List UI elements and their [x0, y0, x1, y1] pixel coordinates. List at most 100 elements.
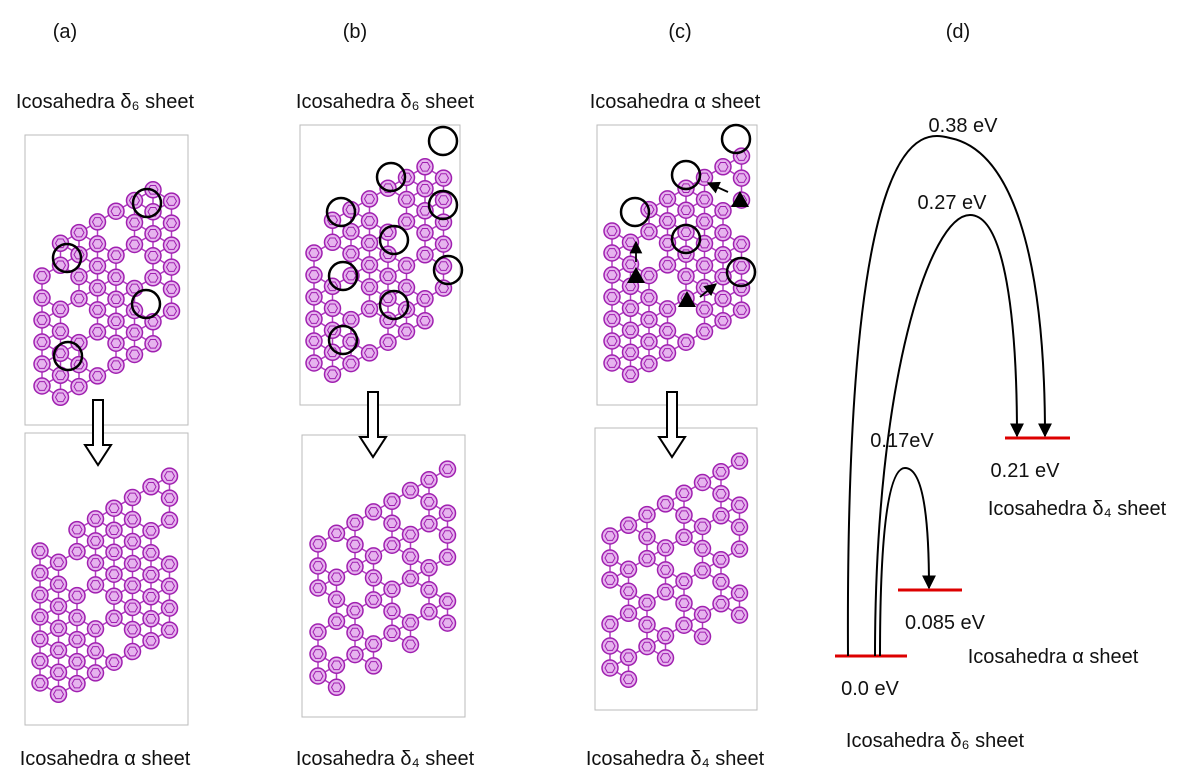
- panel-title: Icosahedra δ₆ sheet: [296, 91, 475, 113]
- panel-title: Icosahedra δ₆ sheet: [16, 91, 195, 113]
- icosahedron: [347, 647, 363, 663]
- icosahedron: [51, 664, 67, 680]
- icosahedron: [713, 508, 729, 524]
- icosahedron: [695, 519, 711, 535]
- icosahedron: [715, 291, 731, 307]
- icosahedron: [440, 615, 456, 631]
- icosahedron: [658, 540, 674, 556]
- icosahedron: [90, 368, 106, 384]
- icosahedron: [32, 609, 48, 625]
- icosahedron: [440, 549, 456, 565]
- icosahedron: [347, 515, 363, 531]
- icosahedron: [90, 280, 106, 296]
- icosahedron: [108, 335, 124, 351]
- icosahedron: [713, 596, 729, 612]
- icosahedron: [90, 236, 106, 252]
- icosahedron: [143, 545, 159, 561]
- icosahedron: [90, 214, 106, 230]
- icosahedron: [71, 379, 87, 395]
- icosahedron: [399, 192, 415, 208]
- icosahedron: [127, 347, 143, 363]
- icosahedron: [639, 595, 655, 611]
- icosahedron: [732, 607, 748, 623]
- icosahedron: [436, 236, 452, 252]
- icosahedron: [440, 593, 456, 609]
- icosahedron: [384, 537, 400, 553]
- icosahedron: [347, 625, 363, 641]
- icosahedron: [125, 600, 141, 616]
- panel-box: [595, 428, 757, 710]
- icosahedron: [641, 334, 657, 350]
- barrier-label: 0.27 eV: [918, 192, 988, 214]
- icosahedron: [621, 583, 637, 599]
- icosahedron: [143, 589, 159, 605]
- icosahedron: [145, 248, 161, 264]
- icosahedron: [660, 345, 676, 361]
- icosahedron: [417, 225, 433, 241]
- icosahedron: [125, 534, 141, 550]
- icosahedron: [399, 258, 415, 274]
- icosahedron: [108, 203, 124, 219]
- icosahedron: [621, 605, 637, 621]
- icosahedron: [417, 313, 433, 329]
- icosahedron: [403, 615, 419, 631]
- icosahedron: [125, 644, 141, 660]
- icosahedron: [325, 300, 341, 316]
- icosahedron: [329, 569, 345, 585]
- icosahedron: [604, 333, 620, 349]
- icosahedron: [329, 679, 345, 695]
- icosahedron: [604, 245, 620, 261]
- icosahedron: [417, 159, 433, 175]
- level-name: Icosahedra δ₆ sheet: [846, 730, 1025, 752]
- icosahedron: [384, 493, 400, 509]
- icosahedron: [362, 235, 378, 251]
- icosahedron: [164, 237, 180, 253]
- icosahedron: [88, 665, 104, 681]
- icosahedron: [623, 322, 639, 338]
- icosahedron: [403, 527, 419, 543]
- icosahedron: [53, 301, 69, 317]
- icosahedron: [734, 236, 750, 252]
- icosahedron: [164, 303, 180, 319]
- icosahedron: [310, 624, 326, 640]
- icosahedron: [34, 312, 50, 328]
- energy-label: 0.085 eV: [905, 612, 986, 634]
- icosahedron: [715, 159, 731, 175]
- icosahedron: [329, 657, 345, 673]
- icosahedron: [639, 617, 655, 633]
- icosahedron: [660, 323, 676, 339]
- icosahedron: [417, 247, 433, 263]
- icosahedron: [362, 257, 378, 273]
- icosahedron: [347, 603, 363, 619]
- icosahedron: [306, 289, 322, 305]
- icosahedron: [125, 578, 141, 594]
- icosahedron: [384, 581, 400, 597]
- icosahedron: [380, 268, 396, 284]
- panel-title: Icosahedra α sheet: [20, 748, 191, 770]
- icosahedron: [125, 490, 141, 506]
- icosahedron: [310, 536, 326, 552]
- icosahedron: [34, 378, 50, 394]
- icosahedron: [88, 621, 104, 637]
- level-name: Icosahedra δ₄ sheet: [988, 498, 1167, 520]
- icosahedron: [713, 552, 729, 568]
- icosahedron: [164, 281, 180, 297]
- icosahedron: [69, 522, 85, 538]
- energy-label: 0.21 eV: [991, 460, 1061, 482]
- icosahedron: [306, 245, 322, 261]
- icosahedron: [697, 258, 713, 274]
- icosahedron: [399, 324, 415, 340]
- icosahedron: [362, 191, 378, 207]
- icosahedron: [380, 334, 396, 350]
- barrier-label: 0.38 eV: [929, 115, 999, 137]
- icosahedron: [145, 336, 161, 352]
- icosahedron: [88, 511, 104, 527]
- icosahedron: [604, 289, 620, 305]
- icosahedron: [306, 333, 322, 349]
- icosahedron: [604, 311, 620, 327]
- icosahedron: [362, 279, 378, 295]
- icosahedron: [325, 234, 341, 250]
- icosahedron: [658, 562, 674, 578]
- icosahedron: [69, 610, 85, 626]
- icosahedron: [604, 355, 620, 371]
